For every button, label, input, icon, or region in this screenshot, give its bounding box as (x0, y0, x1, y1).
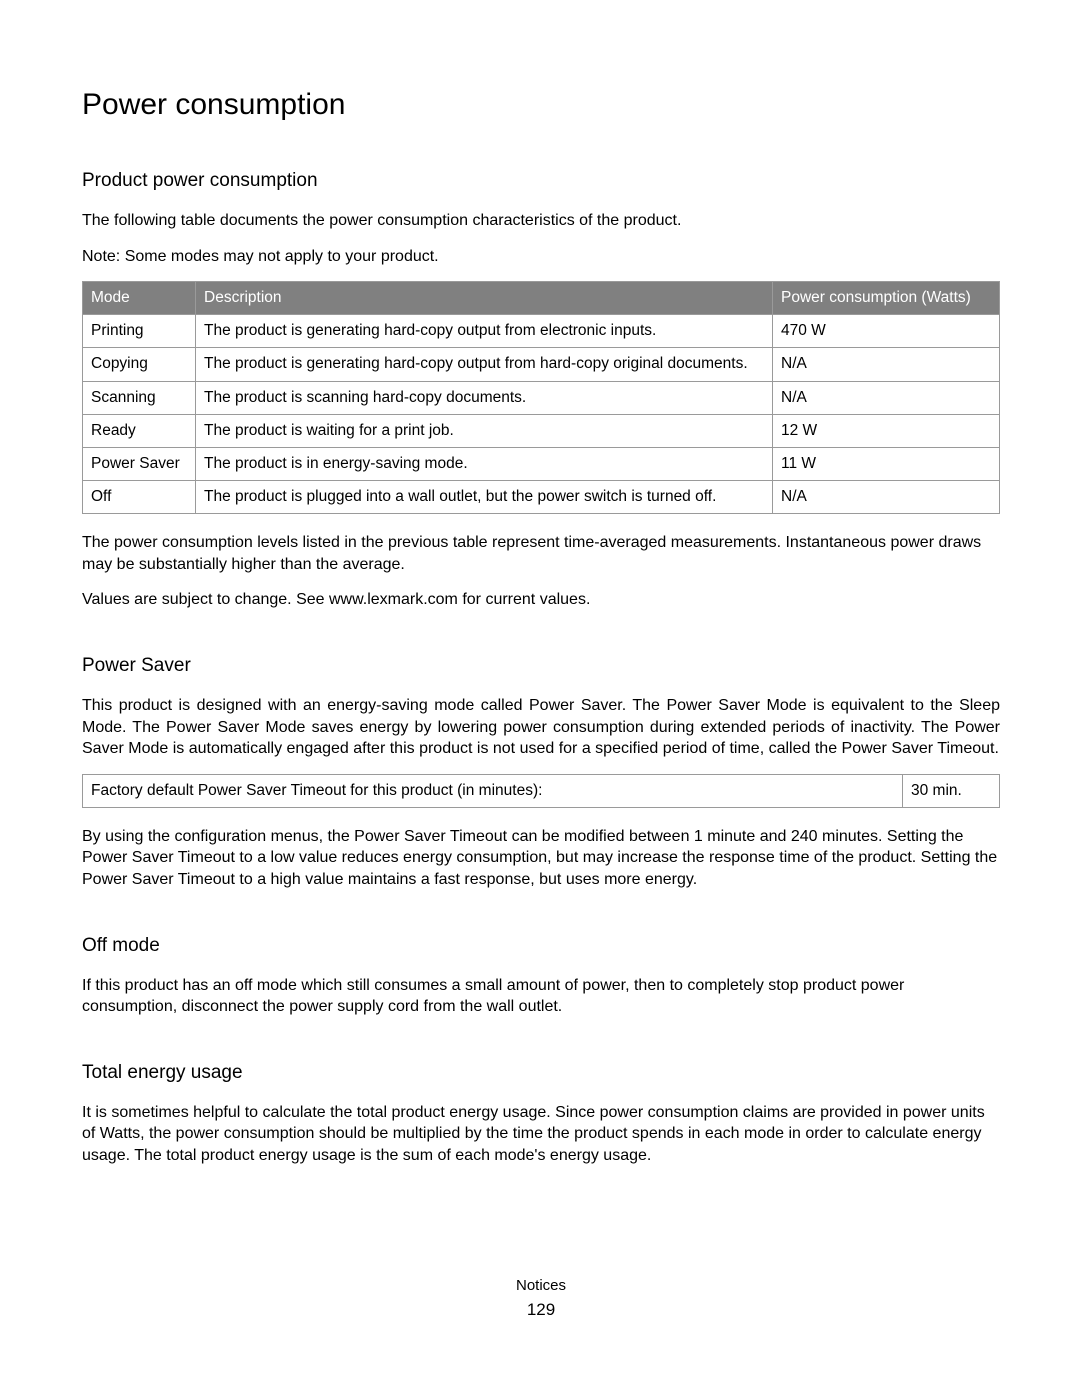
table-row: Power Saver The product is in energy-sav… (83, 447, 1000, 480)
timeout-value: 30 min. (903, 774, 1000, 807)
off-mode-p1: If this product has an off mode which st… (82, 975, 1000, 1018)
heading-total-energy: Total energy usage (82, 1062, 1000, 1084)
cell-desc: The product is plugged into a wall outle… (196, 481, 773, 514)
table-row: Scanning The product is scanning hard-co… (83, 381, 1000, 414)
cell-mode: Printing (83, 315, 196, 348)
page-footer: Notices 129 (82, 1277, 1000, 1320)
cell-desc: The product is scanning hard-copy docume… (196, 381, 773, 414)
cell-power: 470 W (773, 315, 1000, 348)
product-power-intro: The following table documents the power … (82, 210, 1000, 232)
power-saver-timeout-table: Factory default Power Saver Timeout for … (82, 774, 1000, 808)
table-row: Copying The product is generating hard-c… (83, 348, 1000, 381)
cell-mode: Scanning (83, 381, 196, 414)
page-title: Power consumption (82, 88, 1000, 122)
footer-section-label: Notices (82, 1277, 1000, 1294)
page-container: Power consumption Product power consumpt… (0, 0, 1080, 1380)
timeout-label: Factory default Power Saver Timeout for … (83, 774, 903, 807)
cell-desc: The product is generating hard-copy outp… (196, 315, 773, 348)
cell-mode: Copying (83, 348, 196, 381)
product-power-after1: The power consumption levels listed in t… (82, 532, 1000, 575)
product-power-after2: Values are subject to change. See www.le… (82, 589, 1000, 611)
cell-power: N/A (773, 348, 1000, 381)
cell-power: N/A (773, 381, 1000, 414)
col-header-power: Power consumption (Watts) (773, 282, 1000, 315)
power-consumption-table: Mode Description Power consumption (Watt… (82, 281, 1000, 514)
heading-power-saver: Power Saver (82, 655, 1000, 677)
heading-product-power: Product power consumption (82, 170, 1000, 192)
col-header-mode: Mode (83, 282, 196, 315)
cell-desc: The product is generating hard-copy outp… (196, 348, 773, 381)
cell-power: N/A (773, 481, 1000, 514)
cell-power: 12 W (773, 414, 1000, 447)
footer-page-number: 129 (82, 1300, 1000, 1320)
table-row: Printing The product is generating hard-… (83, 315, 1000, 348)
table-row: Factory default Power Saver Timeout for … (83, 774, 1000, 807)
col-header-desc: Description (196, 282, 773, 315)
cell-desc: The product is waiting for a print job. (196, 414, 773, 447)
power-saver-p1: This product is designed with an energy-… (82, 695, 1000, 760)
cell-mode: Power Saver (83, 447, 196, 480)
product-power-note: Note: Some modes may not apply to your p… (82, 246, 1000, 268)
heading-off-mode: Off mode (82, 935, 1000, 957)
power-saver-p2: By using the configuration menus, the Po… (82, 826, 1000, 891)
table-row: Off The product is plugged into a wall o… (83, 481, 1000, 514)
table-header-row: Mode Description Power consumption (Watt… (83, 282, 1000, 315)
cell-mode: Ready (83, 414, 196, 447)
table-row: Ready The product is waiting for a print… (83, 414, 1000, 447)
cell-desc: The product is in energy-saving mode. (196, 447, 773, 480)
cell-power: 11 W (773, 447, 1000, 480)
cell-mode: Off (83, 481, 196, 514)
total-energy-p1: It is sometimes helpful to calculate the… (82, 1102, 1000, 1167)
